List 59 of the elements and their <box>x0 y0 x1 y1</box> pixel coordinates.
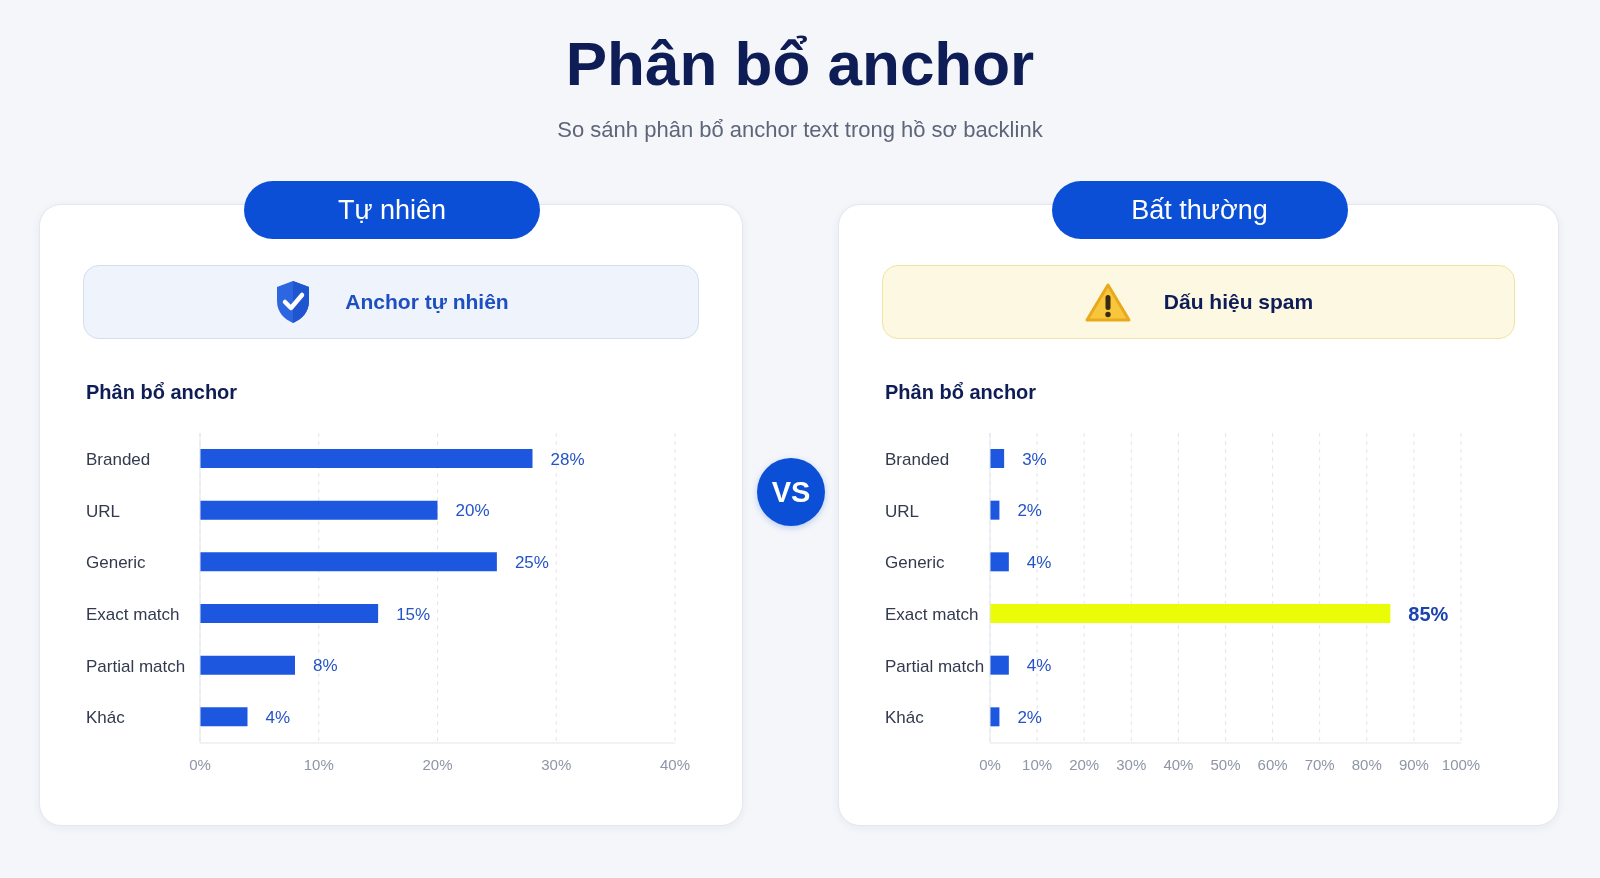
x-tick-label: 40% <box>659 755 691 773</box>
x-tick-label: 30% <box>1116 755 1147 773</box>
y-tick-label: Branded <box>885 449 950 469</box>
y-tick-label: Khác <box>86 707 126 727</box>
data-label: 2% <box>1017 500 1042 520</box>
y-tick-label: Khác <box>885 707 925 727</box>
y-tick-label: Exact match <box>86 604 180 624</box>
data-label: 2% <box>1017 707 1042 727</box>
bar <box>990 552 1009 572</box>
x-tick-label: 60% <box>1257 755 1288 773</box>
data-label: 28% <box>550 449 585 468</box>
bar <box>200 707 248 727</box>
bar <box>200 655 295 675</box>
data-label: 4% <box>265 707 291 727</box>
text: VS <box>771 475 811 509</box>
chart-title: Phân bổ anchor <box>86 381 238 403</box>
chart-title: Phân bổ anchor <box>885 381 1037 403</box>
y-tick-label: Generic <box>86 552 147 572</box>
text: Bất thường <box>1131 194 1268 226</box>
bar <box>990 655 1009 675</box>
y-tick-label: Branded <box>86 449 151 469</box>
x-tick-label: 20% <box>422 755 453 773</box>
data-label: 25% <box>514 552 549 572</box>
y-tick-label: URL <box>86 501 121 520</box>
x-tick-label: 0% <box>189 755 211 773</box>
text: Anchor tự nhiên <box>345 290 509 314</box>
bar <box>200 604 379 623</box>
text: So sánh phân bổ anchor text trong hồ sơ backlink <box>557 117 1043 142</box>
y-tick-label: Partial match <box>885 656 985 675</box>
x-tick-label: 20% <box>1069 755 1100 773</box>
x-tick-label: 30% <box>541 755 572 773</box>
y-tick-label: Partial match <box>86 656 186 675</box>
x-tick-label: 70% <box>1304 755 1335 773</box>
data-label: 4% <box>1026 552 1052 572</box>
bar <box>990 449 1005 468</box>
data-label: 20% <box>455 500 490 520</box>
data-label: 85% <box>1408 602 1449 625</box>
bar <box>200 552 497 572</box>
x-tick-label: 90% <box>1398 755 1429 773</box>
x-tick-label: 40% <box>1163 755 1194 773</box>
text: Phân bổ anchor <box>565 29 1035 98</box>
data-label: 4% <box>1026 655 1052 675</box>
x-tick-label: 10% <box>1022 755 1053 773</box>
bar <box>990 604 1391 623</box>
text: Dấu hiệu spam <box>1163 290 1314 314</box>
bar <box>200 449 533 468</box>
y-tick-label: URL <box>885 501 920 520</box>
data-label: 15% <box>396 604 431 623</box>
x-tick-label: 50% <box>1210 755 1241 773</box>
text: Tự nhiên <box>337 194 447 226</box>
x-tick-label: 80% <box>1351 755 1382 773</box>
x-tick-label: 100% <box>1441 755 1481 773</box>
data-label: 8% <box>313 655 338 675</box>
bar <box>200 500 438 520</box>
y-tick-label: Generic <box>885 552 946 572</box>
x-tick-label: 10% <box>303 755 334 773</box>
y-tick-label: Exact match <box>885 604 979 624</box>
data-label: 3% <box>1022 449 1047 468</box>
x-tick-label: 0% <box>979 755 1001 773</box>
